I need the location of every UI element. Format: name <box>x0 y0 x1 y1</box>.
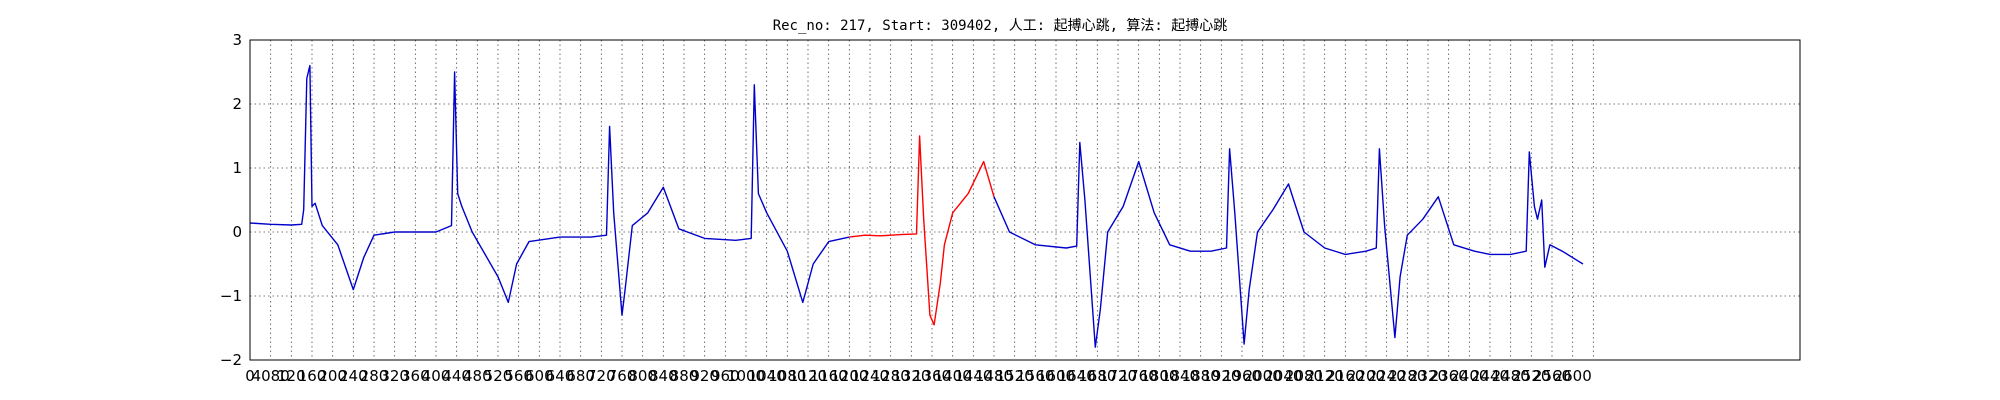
x-tick-label: 2280 <box>1388 367 1426 385</box>
x-tick-label: 920 <box>690 367 719 385</box>
x-tick-label: 1560 <box>1016 367 1054 385</box>
ecg-signal-line <box>993 141 1584 348</box>
x-tick-label: 160 <box>298 367 327 385</box>
x-tick-label: 400 <box>422 367 451 385</box>
signal-traces <box>249 64 1584 348</box>
y-tick-label: 1 <box>232 159 242 177</box>
x-tick-label: 480 <box>463 367 492 385</box>
x-tick-label: 2600 <box>1554 367 1592 385</box>
x-tick-label: 760 <box>608 367 637 385</box>
y-tick-label: −2 <box>220 351 242 369</box>
y-tick-labels: −2 −1 0 1 2 3 <box>220 31 242 369</box>
x-tick-label: 680 <box>566 367 595 385</box>
x-tick-label: 720 <box>587 367 616 385</box>
x-tick-label: 0 <box>245 367 255 385</box>
x-tick-label: 360 <box>401 367 430 385</box>
x-tick-label: 600 <box>525 367 554 385</box>
x-tick-label: 1680 <box>1078 367 1116 385</box>
x-tick-labels: 0408012016020024028032036040044048052056… <box>245 367 1592 385</box>
chart-title: Rec_no: 217, Start: 309402, 人工: 起搏心跳, 算法… <box>773 17 1228 34</box>
x-tick-label: 880 <box>670 367 699 385</box>
x-tick-label: 800 <box>628 367 657 385</box>
x-tick-label: 1080 <box>768 367 806 385</box>
x-tick-label: 120 <box>277 367 306 385</box>
plot-frame <box>249 39 1801 361</box>
y-tick-label: 3 <box>232 31 242 49</box>
x-tick-label: 1920 <box>1202 367 1240 385</box>
x-tick-label: 200 <box>318 367 347 385</box>
x-tick-label: 2160 <box>1326 367 1364 385</box>
x-tick-label: 1040 <box>748 367 786 385</box>
x-tick-label: 1800 <box>1140 367 1178 385</box>
x-tick-label: 2440 <box>1471 367 1509 385</box>
x-tick-label: 240 <box>339 367 368 385</box>
x-tick-label: 1840 <box>1161 367 1199 385</box>
x-tick-label: 640 <box>546 367 575 385</box>
x-tick-label: 1120 <box>789 367 827 385</box>
x-tick-label: 960 <box>711 367 740 385</box>
x-tick-label: 1960 <box>1223 367 1261 385</box>
x-tick-label: 520 <box>484 367 513 385</box>
x-tick-label: 1160 <box>810 367 848 385</box>
x-tick-label: 1200 <box>830 367 868 385</box>
x-tick-label: 2320 <box>1409 367 1447 385</box>
x-tick-label: 1000 <box>727 367 765 385</box>
x-tick-label: 2000 <box>1244 367 1282 385</box>
y-tick-label: 0 <box>232 223 242 241</box>
x-tick-label: 2480 <box>1492 367 1530 385</box>
x-tick-label: 560 <box>504 367 533 385</box>
x-tick-label: 2520 <box>1512 367 1550 385</box>
grid-lines <box>250 40 1800 360</box>
y-tick-label: −1 <box>220 287 242 305</box>
x-tick-label: 1760 <box>1120 367 1158 385</box>
x-tick-label: 2400 <box>1450 367 1488 385</box>
x-tick-label: 1280 <box>872 367 910 385</box>
x-tick-label: 1520 <box>996 367 1034 385</box>
highlighted-beat-line <box>849 135 995 326</box>
x-tick-label: 1640 <box>1058 367 1096 385</box>
x-tick-label: 1400 <box>934 367 972 385</box>
x-tick-label: 2560 <box>1533 367 1571 385</box>
x-tick-label: 2360 <box>1430 367 1468 385</box>
x-tick-label: 2200 <box>1347 367 1385 385</box>
x-tick-label: 2120 <box>1306 367 1344 385</box>
x-tick-label: 840 <box>649 367 678 385</box>
x-tick-label: 1880 <box>1182 367 1220 385</box>
x-tick-label: 1320 <box>892 367 930 385</box>
x-tick-label: 1360 <box>913 367 951 385</box>
x-tick-label: 440 <box>442 367 471 385</box>
x-tick-label: 4080 <box>252 367 290 385</box>
x-tick-label: 2040 <box>1264 367 1302 385</box>
x-tick-label: 280 <box>360 367 389 385</box>
x-tick-label: 1600 <box>1037 367 1075 385</box>
x-tick-label: 1720 <box>1099 367 1137 385</box>
x-tick-label: 2080 <box>1285 367 1323 385</box>
x-tick-label: 2240 <box>1368 367 1406 385</box>
x-tick-label: 320 <box>380 367 409 385</box>
x-tick-label: 1440 <box>954 367 992 385</box>
y-tick-label: 2 <box>232 95 242 113</box>
x-tick-label: 1480 <box>975 367 1013 385</box>
x-tick-label: 1240 <box>851 367 889 385</box>
ecg-signal-line <box>249 64 850 316</box>
